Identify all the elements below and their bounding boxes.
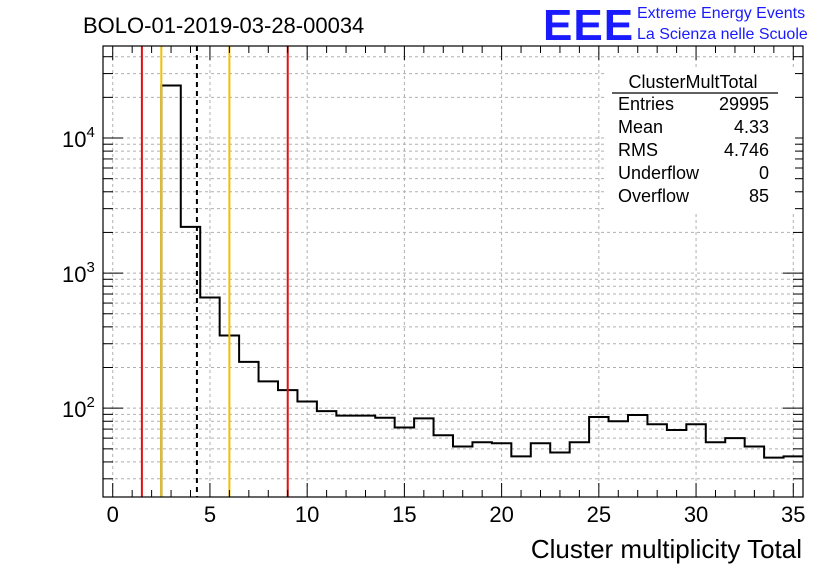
stats-row-label: Underflow bbox=[618, 163, 700, 183]
chart-title: BOLO-01-2019-03-28-00034 bbox=[83, 13, 364, 38]
x-tick-label: 15 bbox=[392, 502, 416, 527]
y-tick-labels: 102 103 104 bbox=[62, 124, 95, 422]
eee-logo-line2: La Scienza nelle Scuole bbox=[637, 26, 808, 43]
x-tick-label: 25 bbox=[587, 502, 611, 527]
plot-frame bbox=[102, 45, 804, 498]
stats-box-name: ClusterMultTotal bbox=[628, 72, 757, 92]
stats-row-value: 4.33 bbox=[734, 117, 769, 137]
stats-box: ClusterMultTotal Entries 29995 Mean 4.33 RMS… bbox=[605, 68, 795, 211]
x-tick-label: 30 bbox=[684, 502, 708, 527]
x-tick-label: 35 bbox=[781, 502, 805, 527]
stats-row-value: 29995 bbox=[719, 94, 769, 114]
axis-ticks bbox=[103, 46, 803, 497]
x-axis-title: Cluster multiplicity Total bbox=[531, 534, 802, 564]
x-tick-label: 5 bbox=[204, 502, 216, 527]
x-tick-labels: 0 5 10 15 20 25 30 35 bbox=[107, 502, 806, 527]
stats-row-label: Entries bbox=[618, 94, 674, 114]
stats-row-value: 4.746 bbox=[724, 140, 769, 160]
eee-logo-mark: EEE bbox=[543, 1, 634, 50]
stats-row-label: Overflow bbox=[618, 186, 690, 206]
eee-logo-line1: Extreme Energy Events bbox=[637, 5, 805, 22]
stats-row-label: Mean bbox=[618, 117, 663, 137]
stats-row-value: 0 bbox=[759, 163, 769, 183]
stats-row-value: 85 bbox=[749, 186, 769, 206]
stats-box-background bbox=[605, 68, 795, 211]
x-tick-label: 10 bbox=[295, 502, 319, 527]
y-tick-label: 102 bbox=[62, 394, 95, 422]
eee-logo: EEE Extreme Energy Events La Scienza nel… bbox=[543, 1, 808, 50]
histogram-outline bbox=[160, 84, 803, 497]
x-tick-label: 0 bbox=[107, 502, 119, 527]
y-tick-label: 104 bbox=[62, 124, 95, 152]
stats-rows: Entries 29995 Mean 4.33 RMS 4.746 Underflow 0 Ov… bbox=[618, 94, 769, 206]
marker-lines bbox=[140, 46, 289, 497]
stats-row-label: RMS bbox=[618, 140, 658, 160]
histogram-bars bbox=[160, 84, 803, 497]
x-tick-label: 20 bbox=[489, 502, 513, 527]
y-tick-label: 103 bbox=[62, 259, 95, 287]
